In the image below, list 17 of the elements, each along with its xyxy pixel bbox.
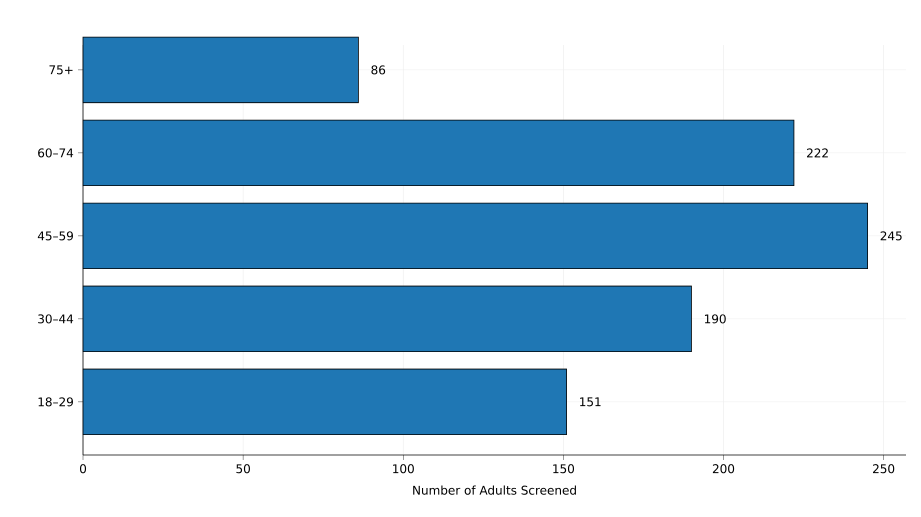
y-tick-label: 75+ [49,65,73,74]
data-label: 190 [704,314,726,324]
x-tick-label: 150 [553,464,574,474]
x-tick-label: 50 [236,464,250,474]
data-label: 222 [807,148,828,158]
data-label: 151 [580,397,601,406]
x-tick-label: 0 [80,464,86,474]
data-label: 245 [880,231,902,240]
x-tick-label: 250 [873,464,894,474]
y-tick-label: 18–29 [38,397,73,406]
data-label: 86 [371,65,386,74]
y-tick-label: 30–44 [38,314,74,324]
x-tick-label: 200 [712,464,734,474]
y-tick-label: 45–59 [38,231,73,240]
y-tick-label: 60–74 [38,148,74,158]
x-axis-title: Number of Adults Screened [413,485,576,495]
x-tick-label: 100 [393,464,414,474]
